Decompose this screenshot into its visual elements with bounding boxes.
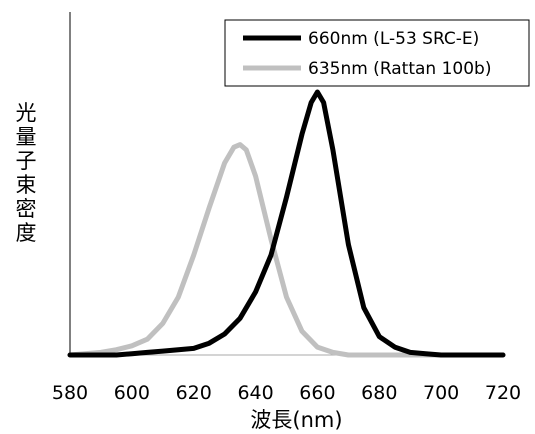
- x-tick-label: 580: [52, 382, 88, 404]
- series-line-0: [67, 89, 506, 358]
- x-tick-label: 600: [114, 382, 150, 404]
- legend-box: [224, 19, 530, 87]
- y-axis-title-char: 光: [16, 101, 37, 125]
- y-axis-title-char: 束: [16, 173, 37, 197]
- x-tick-label: 620: [176, 382, 212, 404]
- x-tick-labels: 580 600 620 640 660 680 700 720: [52, 382, 521, 404]
- y-axis-title-char: 密: [16, 197, 37, 221]
- x-tick-label: 680: [361, 382, 397, 404]
- plot-series-group: [67, 89, 506, 358]
- x-tick-label: 660: [299, 382, 335, 404]
- legend: 660nm (L-53 SRC-E) 635nm (Rattan 100b): [224, 19, 530, 87]
- x-tick-label: 720: [485, 382, 521, 404]
- x-axis-title: 波長(nm): [250, 408, 342, 432]
- x-tick-label: 640: [237, 382, 273, 404]
- legend-label-1: 635nm (Rattan 100b): [308, 59, 491, 79]
- y-axis-title-char: 子: [16, 149, 37, 173]
- x-tick-label: 700: [423, 382, 459, 404]
- series-line-1: [67, 142, 506, 358]
- y-axis-title-char: 度: [16, 221, 37, 245]
- legend-label-0: 660nm (L-53 SRC-E): [308, 29, 479, 49]
- y-axis-title-char: 量: [16, 125, 37, 149]
